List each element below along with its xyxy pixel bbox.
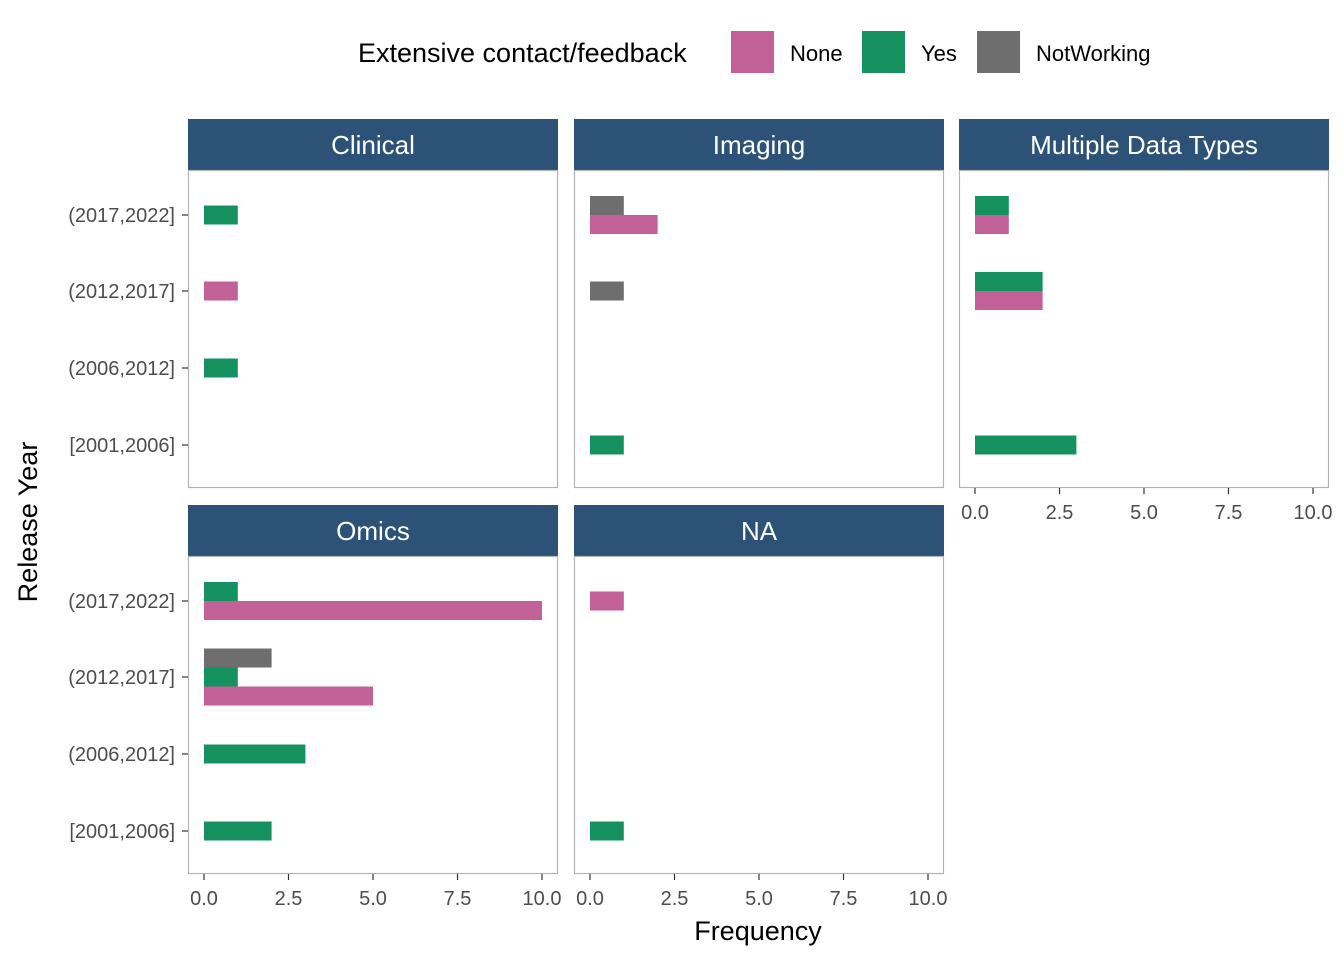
y-tick-label: (2006,2012] [68, 358, 175, 380]
facet-panels: Clinical (2017,2022] (2012,2017] (2006,2012… [68, 119, 1332, 910]
x-tick-label: 7.5 [1215, 502, 1243, 524]
facet-title: Multiple Data Types [1030, 130, 1258, 160]
y-tick-label: [2001,2006] [69, 435, 175, 457]
x-tick-label: 2.5 [1046, 502, 1074, 524]
bar-imaging-notworking-0 [590, 196, 624, 215]
bar-multiple-data-types-yes-3 [975, 435, 1077, 455]
facet-strip [574, 505, 944, 556]
x-axis-title: Frequency [694, 916, 822, 946]
y-tick-label: (2012,2017] [68, 281, 175, 303]
panel-frame [958, 169, 1330, 489]
panel-frame [573, 555, 945, 875]
y-axis-title: Release Year [13, 442, 43, 603]
bar-multiple-data-types-none-1 [975, 291, 1043, 310]
legend-label-none: None [790, 41, 843, 66]
facet-strip [188, 119, 558, 170]
bar-na-none-0 [590, 591, 624, 611]
y-tick-label: (2017,2022] [68, 205, 175, 227]
facet-title: Clinical [331, 130, 415, 160]
bar-imaging-none-0 [590, 215, 658, 234]
legend-entries: None Yes NotWorking [731, 31, 1151, 73]
legend-key-notworking [977, 31, 1020, 73]
x-tick-label: 7.5 [830, 888, 858, 910]
legend-label-notworking: NotWorking [1036, 41, 1151, 66]
facet-strip [188, 505, 558, 556]
y-tick-label: [2001,2006] [69, 821, 175, 843]
bar-multiple-data-types-yes-0 [975, 196, 1009, 215]
facet-na: NA 0.0 2.5 5.0 7.5 10.0 [573, 505, 948, 910]
x-tick-label: 2.5 [661, 888, 689, 910]
facet-title: NA [741, 516, 778, 546]
x-tick-label: 10.0 [909, 888, 948, 910]
bar-na-yes-3 [590, 821, 624, 841]
legend-title: Extensive contact/feedback [358, 38, 687, 68]
bar-clinical-yes-2 [204, 358, 238, 378]
facet-title: Omics [336, 516, 410, 546]
facet-multiple-data-types: Multiple Data Types 0.0 2.5 5.0 7.5 10.0 [958, 119, 1333, 524]
x-tick-label: 2.5 [275, 888, 303, 910]
facet-omics: Omics (2017,2022] (2012,2017] (2006,2012] [2… [68, 505, 561, 910]
bar-imaging-yes-3 [590, 435, 624, 455]
x-tick-label: 10.0 [523, 888, 562, 910]
facet-strip [574, 119, 944, 170]
bar-omics-notworking-1 [204, 648, 272, 668]
bar-multiple-data-types-none-0 [975, 215, 1009, 234]
y-tick-label: (2006,2012] [68, 744, 175, 766]
bar-omics-yes-3 [204, 821, 272, 841]
x-tick-label: 5.0 [745, 888, 773, 910]
x-tick-label: 0.0 [576, 888, 604, 910]
bar-omics-yes-2 [204, 744, 306, 764]
y-tick-label: (2017,2022] [68, 591, 175, 613]
x-tick-label: 5.0 [359, 888, 387, 910]
facet-strip [959, 119, 1329, 170]
legend-label-yes: Yes [921, 41, 957, 66]
bar-clinical-yes-0 [204, 205, 238, 225]
legend-key-none [731, 31, 774, 73]
panel-frame [187, 169, 559, 489]
legend-key-yes [862, 31, 905, 73]
facet-imaging: Imaging [573, 119, 945, 489]
bar-omics-yes-0 [204, 582, 238, 601]
x-tick-label: 5.0 [1130, 502, 1158, 524]
y-tick-label: (2012,2017] [68, 667, 175, 689]
x-tick-label: 7.5 [444, 888, 472, 910]
bar-omics-none-1 [204, 686, 373, 706]
bar-clinical-none-1 [204, 281, 238, 301]
bar-omics-yes-1 [204, 667, 238, 687]
x-tick-label: 0.0 [961, 502, 989, 524]
facet-clinical: Clinical (2017,2022] (2012,2017] (2006,2012… [68, 119, 559, 489]
bar-multiple-data-types-yes-1 [975, 272, 1043, 291]
facet-title: Imaging [713, 130, 806, 160]
x-tick-label: 0.0 [190, 888, 218, 910]
bar-omics-none-0 [204, 601, 542, 620]
bar-imaging-notworking-1 [590, 281, 624, 301]
x-tick-label: 10.0 [1294, 502, 1333, 524]
legend: Extensive contact/feedback None Yes NotWor… [358, 31, 1151, 73]
